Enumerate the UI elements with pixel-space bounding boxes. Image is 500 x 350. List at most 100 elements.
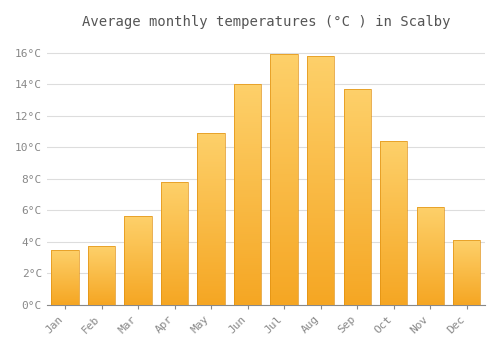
Bar	[198, 209, 225, 210]
Bar	[234, 124, 262, 126]
Bar	[270, 167, 298, 169]
Bar	[344, 108, 371, 111]
Bar	[380, 188, 407, 190]
Bar	[453, 299, 480, 300]
Bar	[198, 169, 225, 171]
Bar	[234, 278, 262, 280]
Bar	[453, 274, 480, 275]
Bar	[344, 130, 371, 132]
Bar	[234, 148, 262, 150]
Bar	[307, 208, 334, 210]
Bar	[416, 211, 444, 212]
Bar	[52, 292, 79, 293]
Bar	[198, 246, 225, 248]
Bar	[161, 243, 188, 244]
Bar	[416, 214, 444, 215]
Bar	[416, 249, 444, 250]
Bar	[161, 239, 188, 241]
Bar	[52, 264, 79, 265]
Bar	[344, 89, 371, 304]
Bar	[380, 218, 407, 219]
Bar	[234, 146, 262, 148]
Bar	[416, 298, 444, 299]
Bar	[380, 141, 407, 142]
Bar	[416, 294, 444, 295]
Bar	[270, 164, 298, 167]
Bar	[124, 216, 152, 304]
Bar	[88, 262, 116, 263]
Bar	[124, 266, 152, 267]
Bar	[198, 145, 225, 147]
Bar	[453, 281, 480, 282]
Bar	[234, 300, 262, 302]
Bar	[344, 113, 371, 115]
Bar	[270, 87, 298, 90]
Bar	[124, 239, 152, 240]
Bar	[161, 281, 188, 282]
Bar	[161, 252, 188, 253]
Bar	[198, 197, 225, 198]
Bar	[88, 299, 116, 300]
Bar	[270, 79, 298, 82]
Bar	[307, 163, 334, 165]
Bar	[234, 199, 262, 201]
Bar	[161, 274, 188, 275]
Bar	[52, 291, 79, 292]
Bar	[344, 292, 371, 294]
Bar	[307, 185, 334, 188]
Bar	[270, 60, 298, 62]
Bar	[380, 254, 407, 256]
Bar	[124, 290, 152, 291]
Bar	[380, 210, 407, 211]
Bar	[270, 189, 298, 192]
Bar	[234, 272, 262, 274]
Bar	[52, 297, 79, 298]
Bar	[52, 294, 79, 295]
Bar	[307, 237, 334, 240]
Bar	[198, 140, 225, 142]
Bar	[307, 123, 334, 126]
Bar	[198, 301, 225, 303]
Bar	[453, 275, 480, 276]
Bar	[453, 297, 480, 298]
Bar	[88, 282, 116, 283]
Bar	[124, 219, 152, 220]
Bar	[344, 169, 371, 171]
Bar	[198, 239, 225, 241]
Bar	[198, 291, 225, 293]
Bar	[198, 157, 225, 159]
Bar	[52, 279, 79, 280]
Bar	[344, 210, 371, 212]
Bar	[380, 238, 407, 239]
Bar	[52, 265, 79, 266]
Bar	[416, 242, 444, 243]
Bar	[161, 244, 188, 246]
Bar	[198, 207, 225, 209]
Bar	[124, 250, 152, 251]
Bar	[453, 295, 480, 296]
Bar	[307, 247, 334, 250]
Bar	[88, 297, 116, 298]
Bar	[270, 215, 298, 217]
Bar	[161, 188, 188, 189]
Bar	[416, 264, 444, 265]
Bar	[270, 297, 298, 300]
Bar	[270, 199, 298, 202]
Bar	[124, 261, 152, 262]
Bar	[380, 197, 407, 198]
Bar	[88, 294, 116, 295]
Bar	[161, 267, 188, 268]
Bar	[416, 238, 444, 239]
Bar	[307, 140, 334, 143]
Bar	[270, 160, 298, 162]
Bar	[124, 281, 152, 282]
Bar	[380, 267, 407, 268]
Bar	[380, 257, 407, 259]
Bar	[307, 68, 334, 71]
Bar	[344, 274, 371, 277]
Bar	[453, 284, 480, 285]
Bar	[198, 215, 225, 217]
Bar	[270, 302, 298, 304]
Bar	[88, 251, 116, 252]
Bar	[344, 233, 371, 236]
